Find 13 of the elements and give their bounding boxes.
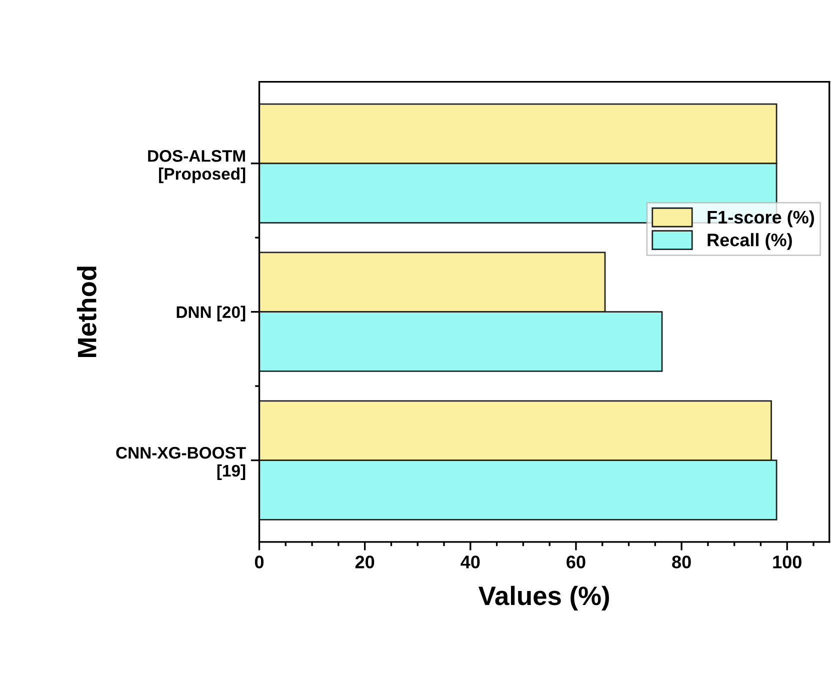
legend-label: F1-score (%) [708,210,814,228]
x-axis-title: Values (%) [478,586,609,610]
y-tick-label: DOS-ALSTM [Proposed] [148,150,246,184]
y-tick-label: CNN-XG-BOOST [19] [116,446,246,480]
y-axis-title: Method [77,266,96,357]
x-tick-label: 80 [672,556,691,568]
legend-label: Recall (%) [708,233,792,250]
x-tick-label: 0 [254,556,264,568]
x-tick-label: 20 [355,556,374,568]
x-tick-label: 60 [566,556,586,568]
y-tick-label: DNN [20] [176,306,246,322]
x-tick-label: 100 [773,556,802,568]
x-tick-label: 40 [460,556,480,568]
